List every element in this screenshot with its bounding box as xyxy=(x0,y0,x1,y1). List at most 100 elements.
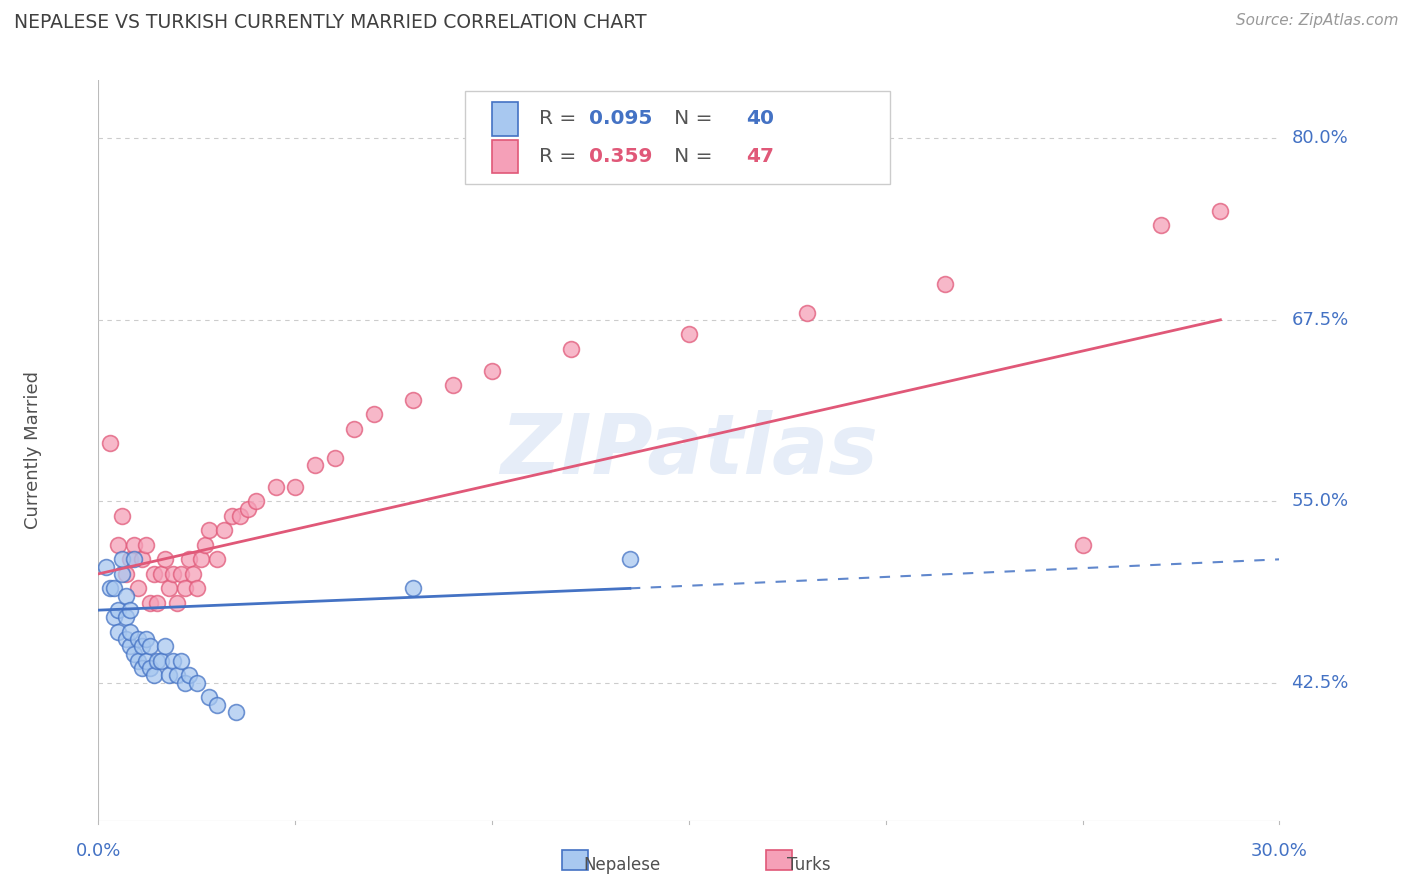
Point xyxy=(146,654,169,668)
Point xyxy=(186,675,208,690)
Point xyxy=(138,640,160,654)
Text: 0.359: 0.359 xyxy=(589,147,652,166)
Text: 40: 40 xyxy=(745,110,773,128)
Point xyxy=(118,552,141,566)
Point xyxy=(343,422,366,436)
Point xyxy=(150,654,173,668)
Text: Currently Married: Currently Married xyxy=(24,371,42,530)
Point xyxy=(177,668,200,682)
Point xyxy=(146,596,169,610)
Point xyxy=(560,342,582,356)
Point xyxy=(98,436,121,450)
Point xyxy=(122,647,145,661)
Point xyxy=(221,508,243,523)
Point xyxy=(122,552,145,566)
Point xyxy=(225,705,247,719)
Point xyxy=(155,640,177,654)
Point xyxy=(619,552,641,566)
Point xyxy=(107,603,129,617)
Text: 55.0%: 55.0% xyxy=(1291,492,1348,510)
Point xyxy=(155,552,177,566)
Point xyxy=(162,654,184,668)
Point xyxy=(170,654,193,668)
Text: Nepalese: Nepalese xyxy=(583,856,661,874)
Point xyxy=(323,450,346,465)
Point xyxy=(111,508,134,523)
Point xyxy=(284,480,307,494)
Point xyxy=(135,654,157,668)
Text: 42.5%: 42.5% xyxy=(1291,673,1348,691)
Point xyxy=(190,552,212,566)
FancyBboxPatch shape xyxy=(492,103,517,136)
Point xyxy=(162,566,184,581)
Point xyxy=(214,524,236,538)
Point xyxy=(142,566,165,581)
Point xyxy=(138,661,160,675)
Text: Turks: Turks xyxy=(787,856,831,874)
Point xyxy=(115,589,138,603)
Point xyxy=(115,632,138,647)
Point xyxy=(1071,538,1094,552)
Text: R =: R = xyxy=(538,147,582,166)
Point xyxy=(138,596,160,610)
Point xyxy=(181,566,204,581)
Text: 80.0%: 80.0% xyxy=(1291,129,1348,147)
Text: 67.5%: 67.5% xyxy=(1291,310,1348,329)
Point xyxy=(304,458,326,472)
FancyBboxPatch shape xyxy=(464,91,890,184)
Point xyxy=(441,378,464,392)
Point xyxy=(170,566,193,581)
FancyBboxPatch shape xyxy=(562,850,588,870)
Point xyxy=(678,327,700,342)
Point xyxy=(402,582,425,596)
Point xyxy=(131,640,153,654)
FancyBboxPatch shape xyxy=(492,140,517,173)
FancyBboxPatch shape xyxy=(766,850,792,870)
Point xyxy=(115,566,138,581)
Point xyxy=(127,582,149,596)
Point xyxy=(107,624,129,639)
Point xyxy=(135,632,157,647)
Point xyxy=(103,582,125,596)
Text: NEPALESE VS TURKISH CURRENTLY MARRIED CORRELATION CHART: NEPALESE VS TURKISH CURRENTLY MARRIED CO… xyxy=(14,13,647,32)
Text: ZIPatlas: ZIPatlas xyxy=(501,410,877,491)
Point xyxy=(229,508,252,523)
Text: Source: ZipAtlas.com: Source: ZipAtlas.com xyxy=(1236,13,1399,29)
Point xyxy=(127,654,149,668)
Point xyxy=(111,552,134,566)
Text: 0.0%: 0.0% xyxy=(76,842,121,861)
Point xyxy=(402,392,425,407)
Text: R =: R = xyxy=(538,110,582,128)
Point xyxy=(481,363,503,377)
Point xyxy=(135,538,157,552)
Point xyxy=(186,582,208,596)
Point xyxy=(118,624,141,639)
Point xyxy=(150,566,173,581)
Point xyxy=(174,675,197,690)
Text: N =: N = xyxy=(655,110,718,128)
Point xyxy=(174,582,197,596)
Text: 47: 47 xyxy=(745,147,773,166)
Point xyxy=(118,603,141,617)
Point xyxy=(1209,203,1232,218)
Point xyxy=(236,501,259,516)
Point xyxy=(103,610,125,624)
Text: 0.095: 0.095 xyxy=(589,110,652,128)
Point xyxy=(96,559,118,574)
Text: N =: N = xyxy=(655,147,718,166)
Point xyxy=(934,277,956,291)
Point xyxy=(177,552,200,566)
Point xyxy=(1150,219,1173,233)
Point xyxy=(166,668,188,682)
Point xyxy=(115,610,138,624)
Point xyxy=(197,524,219,538)
Point xyxy=(197,690,219,705)
Point xyxy=(245,494,267,508)
Point xyxy=(166,596,188,610)
Point xyxy=(131,661,153,675)
Point xyxy=(122,538,145,552)
Point xyxy=(194,538,217,552)
Point xyxy=(107,538,129,552)
Point xyxy=(205,698,228,712)
Point xyxy=(127,632,149,647)
